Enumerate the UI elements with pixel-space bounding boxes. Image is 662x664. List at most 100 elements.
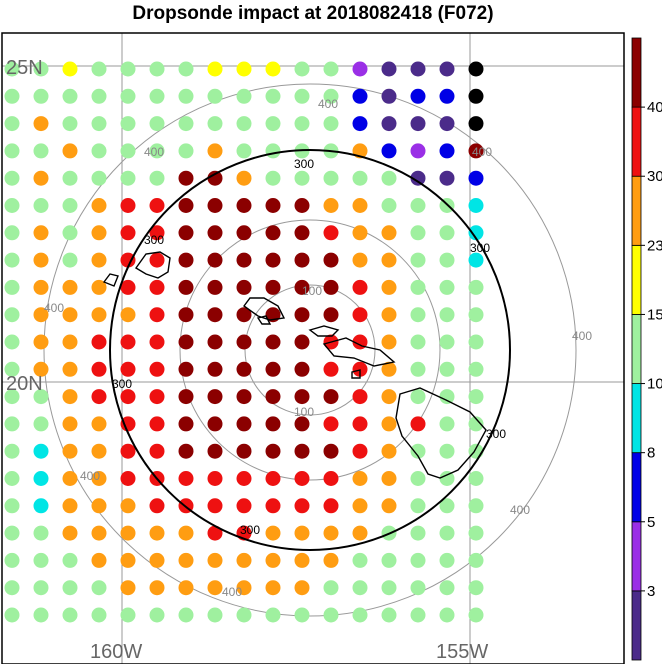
colorbar-box [631, 521, 642, 592]
impact-dot [410, 498, 426, 514]
impact-dot [91, 443, 107, 459]
impact-dot [468, 170, 484, 186]
impact-dot [120, 334, 136, 350]
impact-dot [381, 580, 397, 596]
impact-dot [91, 552, 107, 568]
impact-dot [410, 198, 426, 213]
impact-dot [91, 279, 107, 295]
impact-dot [207, 252, 223, 268]
impact-dot [91, 225, 107, 241]
impact-dot [265, 225, 281, 241]
impact-dot [468, 471, 484, 486]
impact-dot [381, 252, 397, 268]
coastlines [102, 251, 487, 479]
impact-dot [149, 498, 165, 514]
impact-dot [439, 334, 455, 350]
impact-dot [236, 416, 252, 432]
impact-dot [468, 525, 484, 541]
impact-dot [62, 443, 78, 459]
impact-dot [62, 471, 78, 486]
impact-dot [178, 361, 194, 377]
impact-dot [265, 279, 281, 295]
impact-dot [468, 416, 484, 432]
impact-dot [265, 61, 281, 77]
impact-dot [4, 61, 20, 77]
impact-dot [149, 525, 165, 541]
impact-dot [294, 116, 310, 132]
impact-dot [149, 279, 165, 295]
impact-dot [120, 498, 136, 514]
impact-dot [265, 416, 281, 432]
impact-dot [120, 471, 136, 486]
impact-dot [439, 525, 455, 541]
impact-dot [265, 525, 281, 541]
range-ring [179, 219, 441, 481]
impact-dot [439, 143, 455, 159]
impact-dot [439, 361, 455, 377]
plot-frame [1, 32, 625, 664]
impact-dot [4, 552, 20, 568]
impact-dot [62, 498, 78, 514]
impact-dot [62, 61, 78, 77]
impact-dot [4, 334, 20, 350]
impact-dot [91, 143, 107, 159]
impact-dot [62, 279, 78, 295]
impact-dot [265, 198, 281, 213]
ring-label-300-north: 300 [294, 157, 314, 171]
impact-dot [323, 361, 339, 377]
impact-dot [265, 334, 281, 350]
impact-dot [439, 471, 455, 486]
ring-label-400-west: 400 [44, 301, 64, 315]
ring-label-400-ne: 400 [472, 145, 492, 159]
impact-dot [410, 143, 426, 159]
impact-dot [120, 61, 136, 77]
impact-dot [120, 361, 136, 377]
impact-dot [62, 116, 78, 132]
impact-dot [410, 361, 426, 377]
impact-dot [149, 607, 165, 623]
impact-dot [468, 361, 484, 377]
impact-dot [4, 416, 20, 432]
impact-dot [91, 252, 107, 268]
impact-dot [178, 225, 194, 241]
impact-dot [265, 580, 281, 596]
impact-dot [4, 143, 20, 159]
impact-dot [323, 252, 339, 268]
impact-dot [178, 580, 194, 596]
impact-dot [33, 361, 49, 377]
impact-dot [62, 88, 78, 104]
impact-dot [439, 116, 455, 132]
impact-dot [352, 607, 368, 623]
impact-dot [236, 143, 252, 159]
range-ring [244, 284, 376, 416]
range-rings [43, 83, 577, 617]
impact-dot [120, 607, 136, 623]
impact-dot [381, 607, 397, 623]
impact-dot [33, 225, 49, 241]
impact-dot [352, 498, 368, 514]
impact-dot [294, 170, 310, 186]
impact-dot [120, 279, 136, 295]
impact-dot [236, 198, 252, 213]
impact-dot [207, 498, 223, 514]
impact-dot [207, 552, 223, 568]
impact-dot [207, 361, 223, 377]
impact-dot [381, 225, 397, 241]
impact-dot [439, 580, 455, 596]
impact-dot [265, 170, 281, 186]
impact-dot [294, 225, 310, 241]
impact-dot [33, 198, 49, 213]
impact-dot [323, 552, 339, 568]
impact-dot [352, 389, 368, 405]
impact-dot [4, 198, 20, 213]
colorbar-box [631, 244, 642, 315]
impact-dot [149, 88, 165, 104]
ring-labels: 100 100 400 400 400 400 400 400 400 400 [44, 97, 592, 599]
ring-300-labels: 300 300 300 300 300 300 [112, 157, 506, 537]
impact-dot [439, 552, 455, 568]
colorbar-tick-label: 8 [647, 445, 655, 462]
impact-dot [381, 307, 397, 323]
impact-dot [207, 225, 223, 241]
impact-dot [91, 416, 107, 432]
impact-dot [410, 552, 426, 568]
